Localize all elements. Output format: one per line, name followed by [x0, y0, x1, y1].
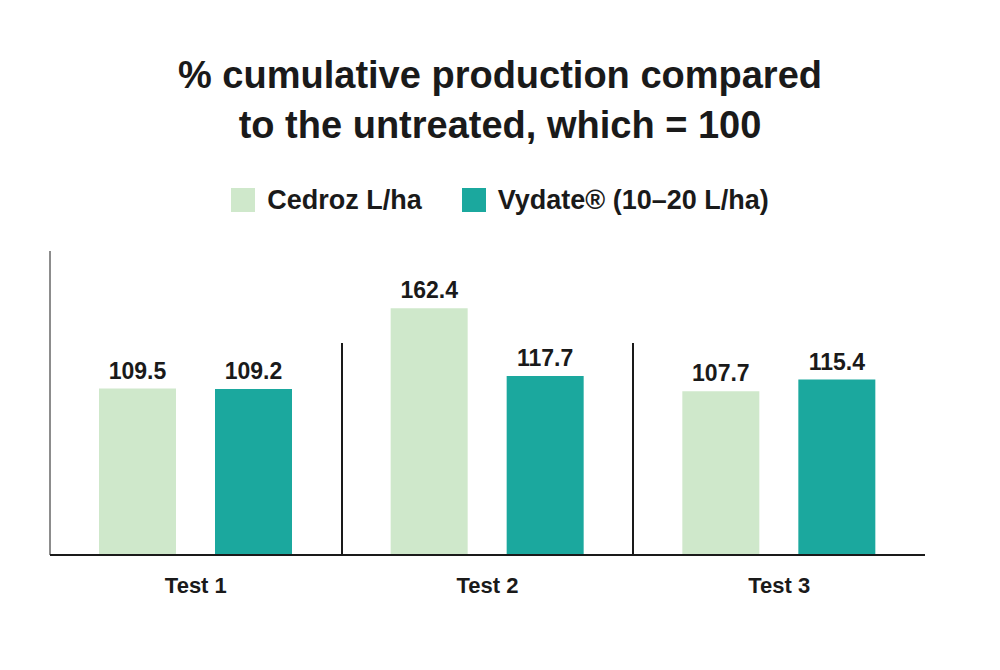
- svg-text:117.7: 117.7: [517, 345, 573, 371]
- svg-text:Test 1: Test 1: [165, 573, 227, 598]
- svg-text:115.4: 115.4: [809, 349, 865, 375]
- svg-text:109.2: 109.2: [225, 358, 283, 384]
- svg-text:162.4: 162.4: [400, 277, 458, 303]
- html-text:Vydate® (10–20 L/ha): Vydate® (10–20 L/ha): [497, 184, 769, 215]
- svg-text:Test 2: Test 2: [457, 573, 519, 598]
- html-text:Cedroz L/ha: Cedroz L/ha: [267, 184, 422, 215]
- svg-text:109.5: 109.5: [109, 358, 167, 384]
- svg-text:107.7: 107.7: [692, 360, 750, 386]
- svg-text:Test 3: Test 3: [748, 573, 810, 598]
- html-text:% cumulative production compar: % cumulative production compared to the …: [178, 54, 822, 146]
